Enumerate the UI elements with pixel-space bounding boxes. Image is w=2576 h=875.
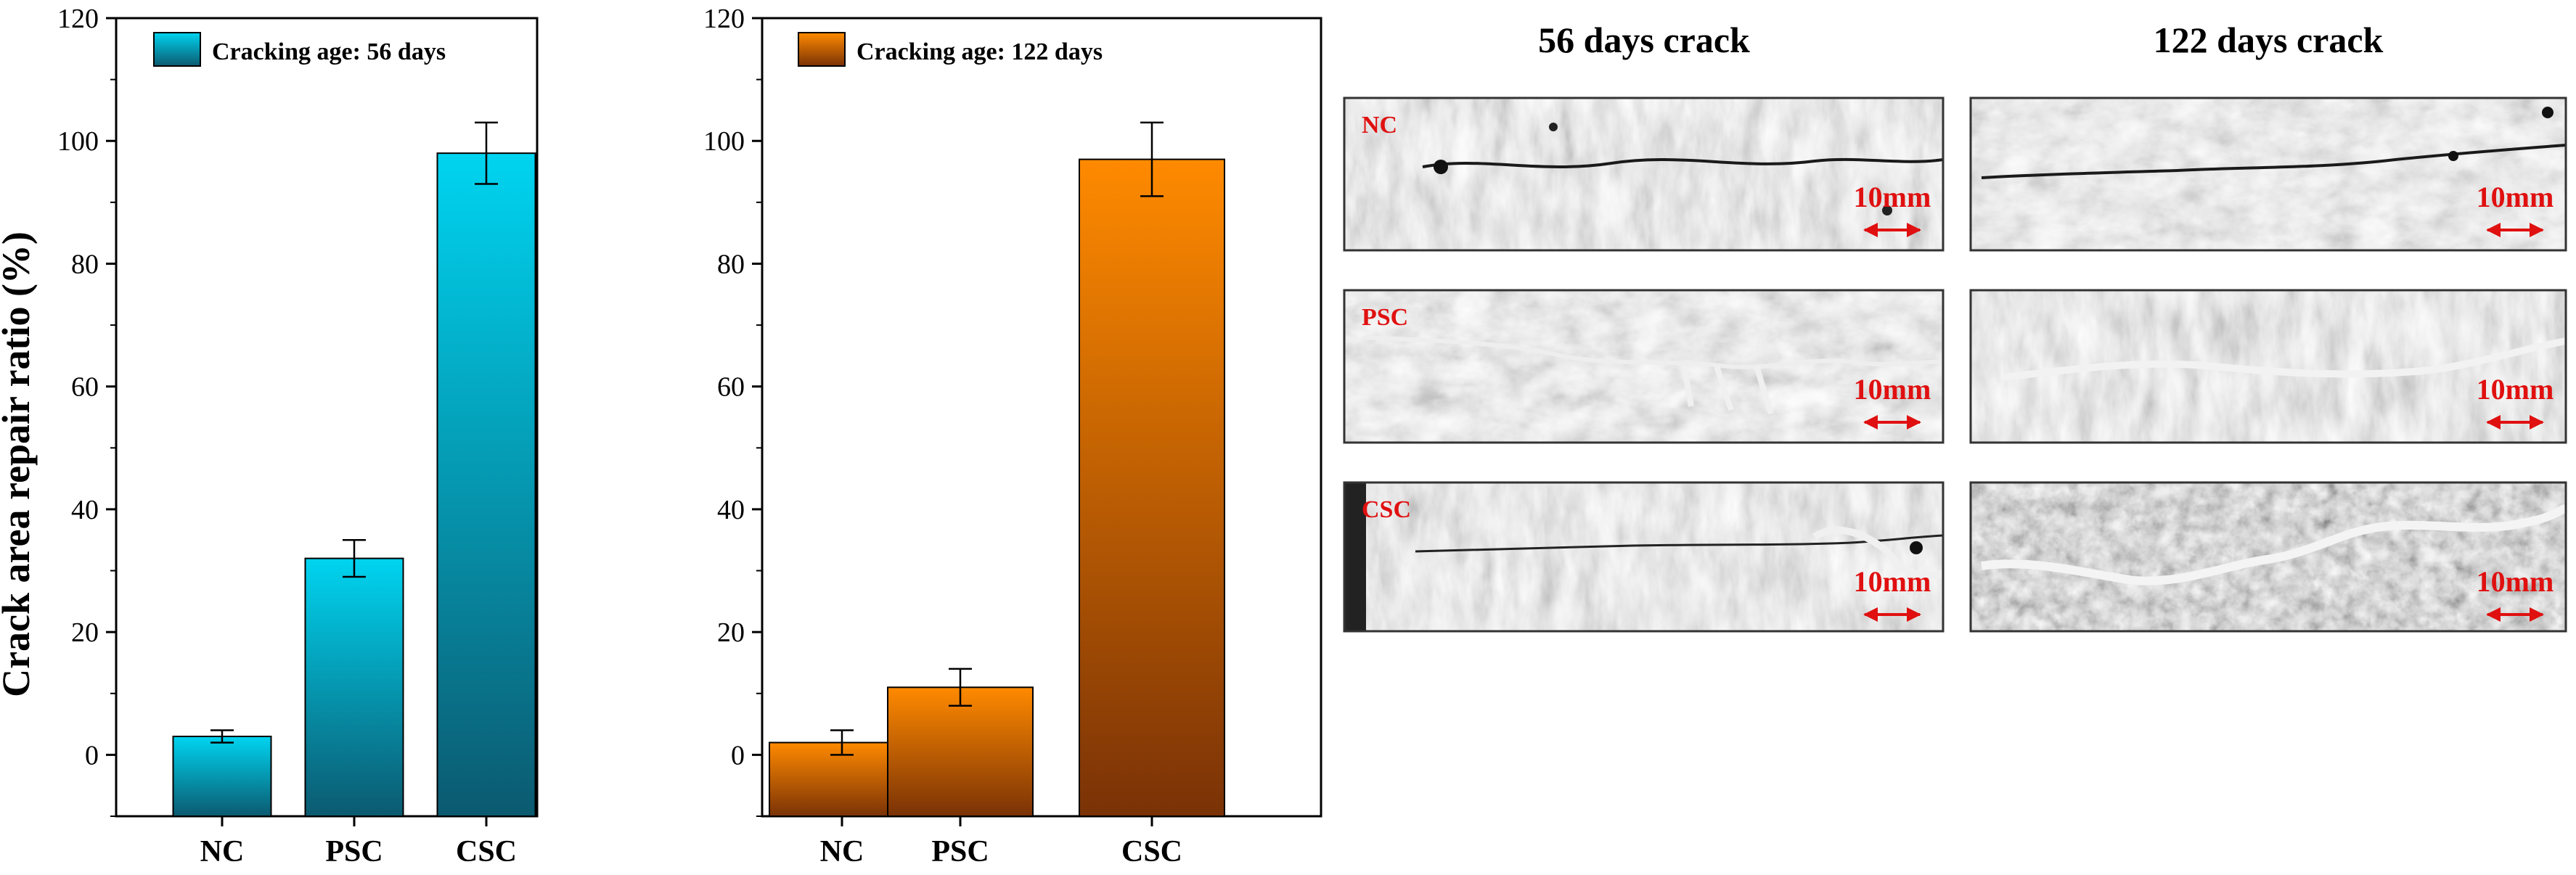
y-tick-label: 0: [731, 740, 745, 771]
scale-bar-label: 10mm: [1854, 373, 1931, 406]
y-tick-label: 20: [71, 617, 99, 648]
y-tick-label: 80: [717, 249, 745, 279]
scale-bar-label: 10mm: [2477, 565, 2554, 598]
y-tick-label: 120: [703, 4, 745, 34]
y-tick-label: 20: [717, 617, 745, 648]
x-ticks-group: NC PSC CSC: [820, 816, 1182, 868]
error-bars-group: [210, 121, 498, 744]
bar-psc: [887, 686, 1034, 817]
y-tick-label: 100: [703, 126, 745, 157]
scale-bar-label: 10mm: [2477, 181, 2554, 213]
y-tick-label: 40: [717, 495, 745, 525]
error-bar-psc: [343, 538, 366, 578]
bars-group: [769, 158, 1225, 818]
legend-swatch: [153, 32, 201, 67]
legend: Cracking age: 122 days: [798, 32, 1103, 67]
photo-nc-56-days: [1343, 96, 1945, 252]
error-bar-nc: [830, 729, 854, 756]
photo-row-label-csc: CSC: [1362, 496, 1411, 523]
column-title-56-days: 56 days crack: [1538, 20, 1750, 60]
y-tick-label: 60: [717, 372, 745, 403]
x-tick-label-psc: PSC: [325, 835, 383, 868]
column-title-122-days: 122 days crack: [2154, 20, 2384, 60]
y-tick-label: 40: [71, 495, 99, 525]
x-tick-label-csc: CSC: [1121, 835, 1182, 868]
bar-csc: [436, 152, 536, 817]
error-bar-nc: [210, 729, 234, 744]
y-ticks-group: 0 20 40 60 80 100 120: [57, 4, 116, 817]
photo-panel: 56 days crack 122 days crack: [1343, 20, 2568, 633]
scale-bar-label: 10mm: [1854, 181, 1931, 213]
x-tick-label-nc: NC: [820, 835, 864, 868]
photo-csc-56-days: [1343, 481, 1945, 633]
scale-bar-label: 10mm: [1854, 565, 1931, 598]
error-bar-csc: [1140, 121, 1164, 197]
bar-csc: [1079, 158, 1225, 818]
x-tick-label-csc: CSC: [456, 835, 517, 868]
photo-csc-122-days: [1969, 481, 2568, 633]
y-tick-label: 120: [57, 4, 99, 34]
y-tick-label: 0: [85, 740, 99, 771]
bar-psc: [304, 557, 404, 817]
x-tick-label-psc: PSC: [931, 835, 989, 868]
scale-bar-label: 10mm: [2477, 373, 2554, 406]
photo-nc-122-days: [1969, 96, 2567, 252]
y-axis-label: Crack area repair ratio (%): [0, 231, 38, 697]
y-tick-label: 60: [71, 372, 99, 403]
x-tick-label-nc: NC: [200, 835, 245, 868]
bar-nc: [172, 736, 272, 817]
plot-frame: [761, 17, 1322, 818]
legend-label: Cracking age: 56 days: [212, 38, 446, 65]
bar-chart-56-days: 0 20 40 60 80 100 120 NC PSC CSC Cracking age: 5…: [57, 4, 539, 868]
photo-row-label-nc: NC: [1362, 112, 1397, 139]
y-ticks-group: 0 20 40 60 80 100 120: [703, 4, 762, 817]
photo-psc-56-days: [1343, 289, 1945, 444]
photo-labels-group: NC 10mm 10mm PSC 10mm 10mm CSC 10mm 10mm: [1362, 112, 2554, 622]
y-tick-label: 100: [57, 126, 99, 157]
y-tick-label: 80: [71, 249, 99, 279]
photo-psc-122-days: [1969, 289, 2567, 444]
legend: Cracking age: 56 days: [153, 32, 446, 67]
bar-chart-122-days: 0 20 40 60 80 100 120 NC PSC CSC Cracking age: 1…: [703, 4, 1322, 868]
legend-label: Cracking age: 122 days: [856, 38, 1103, 65]
error-bars-group: [830, 121, 1164, 756]
error-bar-csc: [475, 121, 498, 185]
error-bar-psc: [949, 667, 972, 707]
photo-row-label-psc: PSC: [1362, 304, 1408, 331]
bars-group: [172, 152, 536, 817]
x-ticks-group: NC PSC CSC: [200, 816, 517, 868]
legend-swatch: [798, 32, 846, 67]
